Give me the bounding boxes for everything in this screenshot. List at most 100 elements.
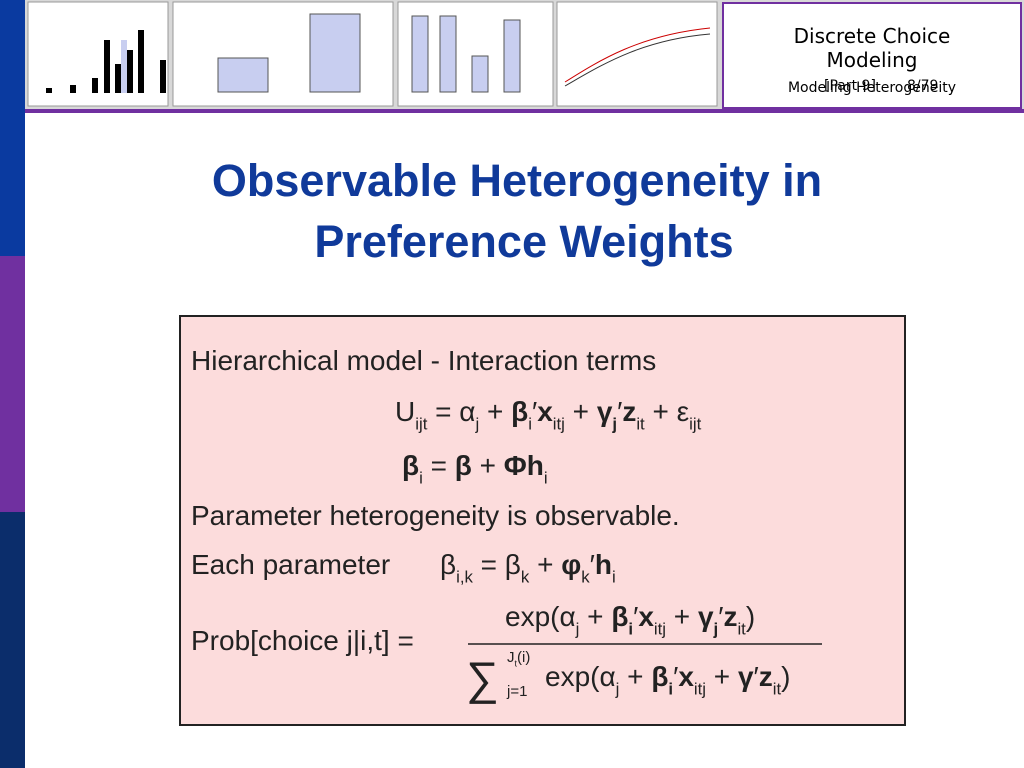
thumb-bar (92, 78, 98, 93)
side-strip (0, 256, 25, 512)
slide-title: Preference Weights (314, 216, 733, 267)
side-strip (0, 0, 25, 256)
formula-term: γ (738, 661, 754, 692)
formula-term: + (479, 396, 511, 427)
formula-term: (i) (517, 649, 530, 666)
subscript: i,k (456, 567, 473, 586)
subscript: k (521, 567, 530, 586)
thumb-bar (46, 88, 52, 93)
formula-term: exp(α (545, 661, 616, 692)
topic: Modeling Heterogeneity (787, 80, 957, 96)
formula-term: + (706, 661, 738, 692)
formula-term: exp(α (505, 601, 576, 632)
thumb-bar (127, 50, 133, 93)
formula-term: β (455, 450, 472, 481)
formula-term: + (579, 601, 611, 632)
thumb-bar (411, 15, 429, 93)
subscript: j (615, 679, 620, 698)
sum-upper: Jt(i) (507, 649, 530, 669)
page-number: 8/79 (907, 78, 939, 94)
subscript: it (636, 414, 645, 433)
formula-term: γ (698, 601, 714, 632)
each-label: Each parameter (191, 549, 390, 580)
formula-term: ′ (617, 396, 622, 427)
subscript: j (474, 414, 479, 433)
thumb-bar (138, 30, 144, 93)
subscript: it (773, 679, 782, 698)
thumb-bar (70, 85, 76, 93)
thumb-bar (217, 57, 269, 93)
subscript: i (528, 414, 532, 433)
formula-term: ′ (673, 661, 678, 692)
subscript: i (612, 567, 616, 586)
header-box: Discrete Choice Modeling Modeling Hetero… (722, 2, 1022, 109)
parameter-equation: βi,k = βk + φk′hi (440, 549, 616, 586)
formula-term: J (507, 649, 515, 666)
subscript: i (419, 468, 423, 487)
formula-term: ) (746, 601, 755, 632)
formula-term: z (759, 661, 773, 692)
utility-equation: Uijt = αj + βi′xitj + γj′zit + εijt (395, 396, 702, 433)
formula-term: x (537, 396, 553, 427)
formula-term: z (723, 601, 737, 632)
formula-term: ′ (532, 396, 537, 427)
formula-term: β (440, 549, 456, 580)
subscript: itj (553, 414, 565, 433)
subscript: i (668, 679, 673, 698)
formula-term: = (423, 450, 455, 481)
formula-term: x (678, 661, 694, 692)
formula-term: β (611, 601, 628, 632)
sum-symbol: ∑ (466, 652, 499, 704)
content-box (179, 315, 906, 726)
formula-term: ′ (754, 661, 759, 692)
thumb-bar (160, 60, 166, 93)
thumb-bar (309, 13, 361, 93)
thumbnails (27, 1, 718, 107)
formula-term: Φh (504, 450, 544, 481)
formula-term: = β (473, 549, 521, 580)
formula-term: β (402, 450, 419, 481)
slide-title: Observable Heterogeneity in (212, 155, 822, 206)
course-title: Discrete Choice Modeling (793, 24, 951, 72)
header-rule (25, 109, 1024, 113)
subscript: itj (654, 619, 666, 638)
thumb-bar (439, 15, 457, 93)
formula-term: + ε (645, 396, 689, 427)
prob-label: Prob[choice j|i,t] = (191, 625, 414, 656)
beta-equation: βi = β + Φhi (402, 450, 548, 487)
subscript: i (544, 468, 548, 487)
subscript: it (737, 619, 746, 638)
intro-text: Hierarchical model - Interaction terms (191, 345, 656, 376)
formula-term: z (622, 396, 636, 427)
formula-term: + (565, 396, 597, 427)
formula-term: φ (561, 549, 581, 580)
subscript: k (581, 567, 590, 586)
part: [Part 9] (824, 78, 876, 94)
subscript: j (575, 619, 580, 638)
subscript: ijt (415, 414, 427, 433)
subscript: j (611, 414, 617, 433)
formula-term: ′ (718, 601, 723, 632)
formula-term: + (666, 601, 698, 632)
sum-lower: j=1 (506, 683, 527, 700)
thumb-bar (503, 19, 521, 93)
formula-term: + (619, 661, 651, 692)
formula-term: = α (427, 396, 475, 427)
thumb-bar (121, 40, 127, 93)
formula-term: γ (597, 396, 613, 427)
thumb-bar (104, 40, 110, 93)
side-strip (0, 512, 25, 768)
thumb-bar (115, 64, 121, 93)
thumbnail (556, 1, 718, 107)
thumb-curve (564, 27, 711, 83)
formula-term: x (638, 601, 654, 632)
formula-term: ′ (633, 601, 638, 632)
subscript: t (515, 659, 518, 669)
statement-text: Parameter heterogeneity is observable. (191, 500, 680, 531)
denominator: exp(αj + βi′xitj + γ′zit) (545, 661, 791, 698)
formula-term: h (595, 549, 612, 580)
numerator: exp(αj + βi′xitj + γj′zit) (505, 601, 755, 638)
subscript: itj (694, 679, 706, 698)
